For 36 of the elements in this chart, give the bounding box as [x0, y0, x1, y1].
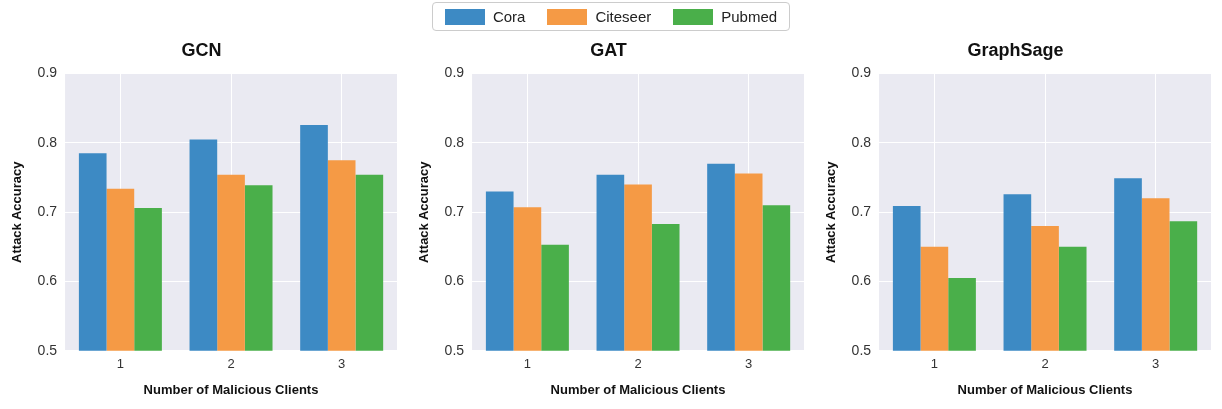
y-tick-label: 0.9	[37, 64, 58, 81]
y-axis-title: Attack Accuracy	[9, 160, 25, 263]
x-axis-title: Number of Malicious Clients	[957, 381, 1133, 397]
chart-title: GAT	[590, 39, 627, 60]
y-tick-label: 0.5	[444, 341, 465, 358]
y-tick-label: 0.5	[37, 341, 58, 358]
y-tick-label: 0.6	[851, 272, 872, 289]
y-tick-label: 0.8	[37, 133, 58, 150]
y-tick-label: 0.5	[851, 341, 872, 358]
x-tick-label: 1	[523, 356, 531, 372]
x-tick-label: 3	[338, 356, 346, 372]
legend-label: Pubmed	[721, 8, 778, 25]
y-axis-title: Attack Accuracy	[416, 160, 432, 263]
x-tick-label: 3	[745, 356, 753, 372]
x-tick-label: 3	[1152, 356, 1160, 372]
y-tick-label: 0.7	[444, 203, 465, 220]
chart-title: GCN	[181, 39, 222, 60]
y-tick-label: 0.7	[851, 203, 872, 220]
x-tick-label: 2	[1041, 356, 1049, 372]
chart-title: GraphSage	[967, 39, 1064, 60]
y-tick-label: 0.6	[444, 272, 465, 289]
x-tick-label: 1	[930, 356, 938, 372]
legend-label: Cora	[492, 8, 526, 25]
y-tick-label: 0.8	[851, 133, 872, 150]
x-axis-title: Number of Malicious Clients	[550, 381, 726, 397]
x-axis-title: Number of Malicious Clients	[143, 381, 319, 397]
x-tick-label: 1	[116, 356, 124, 372]
y-tick-label: 0.7	[37, 203, 58, 220]
y-axis-title: Attack Accuracy	[823, 160, 839, 263]
y-tick-label: 0.9	[444, 64, 465, 81]
y-tick-label: 0.8	[444, 133, 465, 150]
x-tick-label: 2	[634, 356, 642, 372]
y-tick-label: 0.9	[851, 64, 872, 81]
legend-label: Citeseer	[595, 8, 652, 25]
y-tick-label: 0.6	[37, 272, 58, 289]
x-tick-label: 2	[227, 356, 235, 372]
